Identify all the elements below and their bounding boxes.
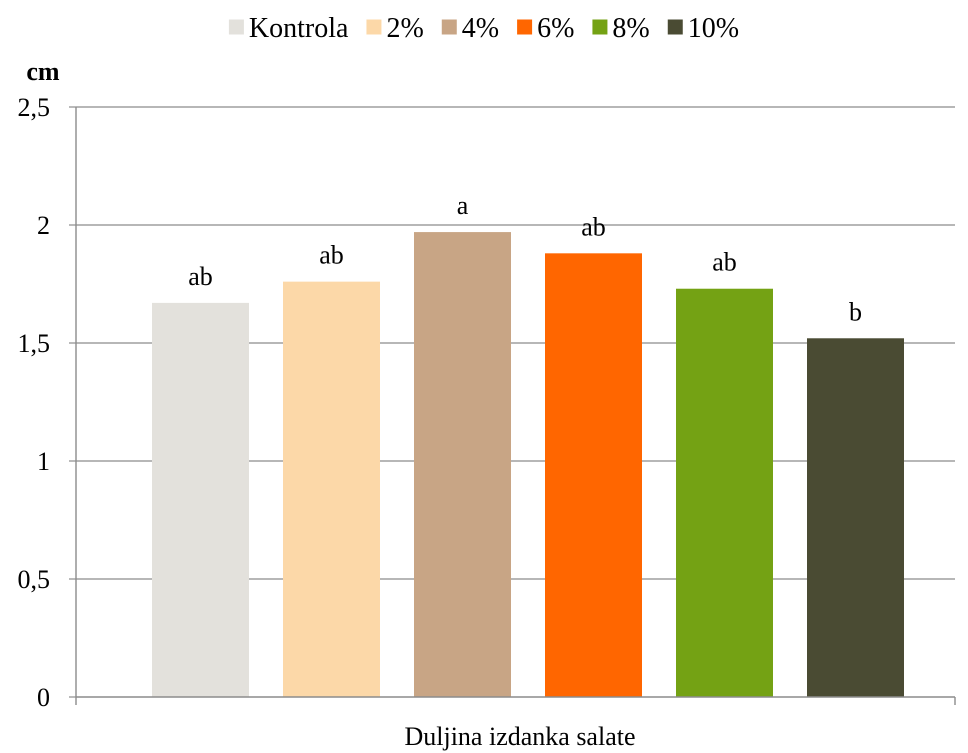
- y-tick-label: 1: [37, 447, 50, 476]
- legend-swatch: [592, 20, 607, 35]
- bar: [676, 289, 773, 697]
- legend-swatch: [442, 20, 457, 35]
- y-tick-label: 0,5: [18, 565, 51, 594]
- y-tick-label: 2: [37, 211, 50, 240]
- data-label: ab: [319, 241, 344, 270]
- legend-swatch: [366, 20, 381, 35]
- legend-label: 2%: [386, 13, 423, 44]
- y-tick-label: 0: [37, 683, 50, 712]
- bar: [414, 232, 511, 697]
- legend-label: 4%: [462, 13, 499, 44]
- legend: Kontrola 2% 4% 6% 8% 10%: [229, 13, 739, 44]
- data-label: b: [849, 297, 862, 326]
- bar: [283, 282, 380, 697]
- bar: [807, 338, 904, 697]
- x-axis-label: Duljina izdanka salate: [404, 722, 635, 751]
- y-axis-ticks: 0 0,5 1 1,5 2 2,5: [18, 93, 51, 712]
- data-label: a: [457, 191, 469, 220]
- bar: [152, 303, 249, 697]
- legend-label: Kontrola: [249, 13, 349, 44]
- y-tick-label: 2,5: [18, 93, 51, 122]
- legend-label: 10%: [688, 13, 739, 44]
- legend-label: 6%: [537, 13, 574, 44]
- legend-label: 8%: [612, 13, 649, 44]
- bars: [152, 232, 904, 697]
- legend-swatch: [517, 20, 532, 35]
- data-label: ab: [712, 248, 737, 277]
- bar: [545, 253, 642, 697]
- legend-swatch: [668, 20, 683, 35]
- legend-swatch: [229, 20, 244, 35]
- data-label: ab: [581, 212, 606, 241]
- y-tick-label: 1,5: [18, 329, 51, 358]
- data-label: ab: [188, 262, 213, 291]
- y-axis-label: cm: [26, 57, 60, 86]
